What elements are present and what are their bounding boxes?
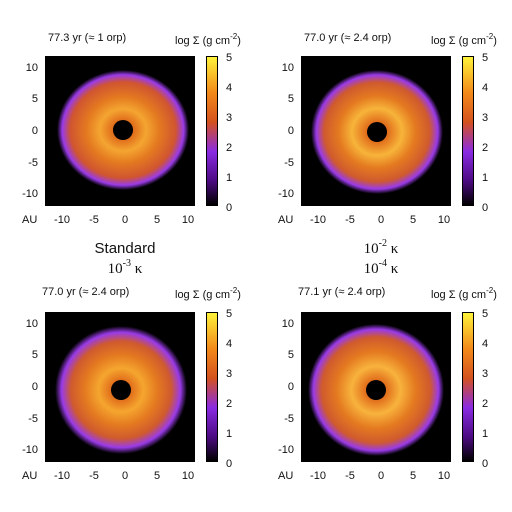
colorbar [206,312,218,462]
y-tick: 5 [287,93,294,105]
colorbar-tick: 4 [226,338,233,350]
colorbar-tick: 2 [482,398,489,410]
colorbar-tick: 0 [482,202,489,214]
x-tick: 10 [181,470,195,482]
x-tick: -10 [54,470,70,482]
colorbar-title: log Σ (g cm-2) [175,32,241,47]
panel-bottom-left: 77.0 yr (≈ 2.4 orp) log Σ (g cm-2) 10 [0,256,256,506]
y-tick: -10 [278,444,294,456]
x-unit: AU [22,214,38,226]
colorbar-tick: 5 [482,308,489,320]
density-map [45,56,195,206]
y-tick: 5 [31,349,38,361]
y-tick: 0 [287,125,294,137]
x-unit: AU [22,470,38,482]
panel-top-right: 77.0 yr (≈ 2.4 orp) log Σ (g cm-2) 10 [256,0,512,250]
colorbar-title: log Σ (g cm-2) [431,286,497,301]
model-label-kappa-e-3: 10-3 κ [107,258,143,277]
density-map [45,312,195,462]
y-tick: -5 [28,157,38,169]
x-tick: -10 [310,214,326,226]
x-tick: 10 [181,214,195,226]
y-tick: -5 [284,157,294,169]
y-tick: 10 [281,318,294,330]
time-label: 77.0 yr (≈ 2.4 orp) [304,32,392,44]
colorbar-tick: 3 [482,368,489,380]
colorbar-tick: 1 [226,428,233,440]
colorbar-tick: 1 [226,172,233,184]
colorbar-tick: 2 [482,142,489,154]
colorbar-tick: 2 [226,398,233,410]
colorbar-tick: 1 [482,172,489,184]
colorbar-title: log Σ (g cm-2) [431,32,497,47]
x-tick: 10 [437,470,451,482]
y-tick: -10 [22,444,38,456]
x-tick: 5 [153,214,161,226]
colorbar-tick: 4 [482,338,489,350]
x-unit: AU [278,470,294,482]
y-tick: 5 [287,349,294,361]
x-tick: 0 [377,214,385,226]
colorbar-title: log Σ (g cm-2) [175,286,241,301]
colorbar-tick: 0 [226,202,233,214]
x-tick: -5 [345,214,355,226]
colorbar-tick: 1 [482,428,489,440]
y-tick: 10 [281,62,294,74]
x-tick: -5 [89,214,99,226]
colorbar-tick: 5 [482,52,489,64]
y-tick: 10 [25,318,38,330]
colorbar [462,312,474,462]
colorbar [462,56,474,206]
density-map [301,312,451,462]
model-label-kappa-e-4: 10-4 κ [363,258,399,277]
x-tick: 5 [409,214,417,226]
y-tick: -5 [28,413,38,425]
x-tick: 0 [121,214,129,226]
y-tick: 5 [31,93,38,105]
x-tick: -10 [310,470,326,482]
colorbar-tick: 0 [482,458,489,470]
density-map [301,56,451,206]
time-label: 77.0 yr (≈ 2.4 orp) [42,286,130,298]
time-label: 77.3 yr (≈ 1 orp) [48,32,127,44]
x-tick: 5 [409,470,417,482]
colorbar-tick: 3 [482,112,489,124]
colorbar-tick: 2 [226,142,233,154]
y-tick: -10 [22,188,38,200]
x-tick: -10 [54,214,70,226]
colorbar-tick: 4 [226,82,233,94]
x-tick: 0 [121,470,129,482]
time-label: 77.1 yr (≈ 2.4 orp) [298,286,386,298]
y-tick: 10 [25,62,38,74]
y-tick: -5 [284,413,294,425]
model-label-standard: Standard [94,240,156,257]
colorbar-tick: 0 [226,458,233,470]
x-unit: AU [278,214,294,226]
y-tick: 0 [31,125,38,137]
x-tick: -5 [89,470,99,482]
y-tick: -10 [278,188,294,200]
x-tick: 5 [153,470,161,482]
panel-top-left: 77.3 yr (≈ 1 orp) log Σ (g cm-2) 10 [0,0,256,250]
x-tick: 0 [377,470,385,482]
y-tick: 0 [31,381,38,393]
colorbar-tick: 5 [226,52,233,64]
x-tick: -5 [345,470,355,482]
model-label-kappa-e-2: 10-2 κ [363,238,399,257]
colorbar-tick: 3 [226,368,233,380]
colorbar [206,56,218,206]
colorbar-tick: 5 [226,308,233,320]
y-tick: 0 [287,381,294,393]
x-tick: 10 [437,214,451,226]
panel-bottom-right: 77.1 yr (≈ 2.4 orp) log Σ (g cm-2) 10 [256,256,512,506]
colorbar-tick: 3 [226,112,233,124]
colorbar-tick: 4 [482,82,489,94]
